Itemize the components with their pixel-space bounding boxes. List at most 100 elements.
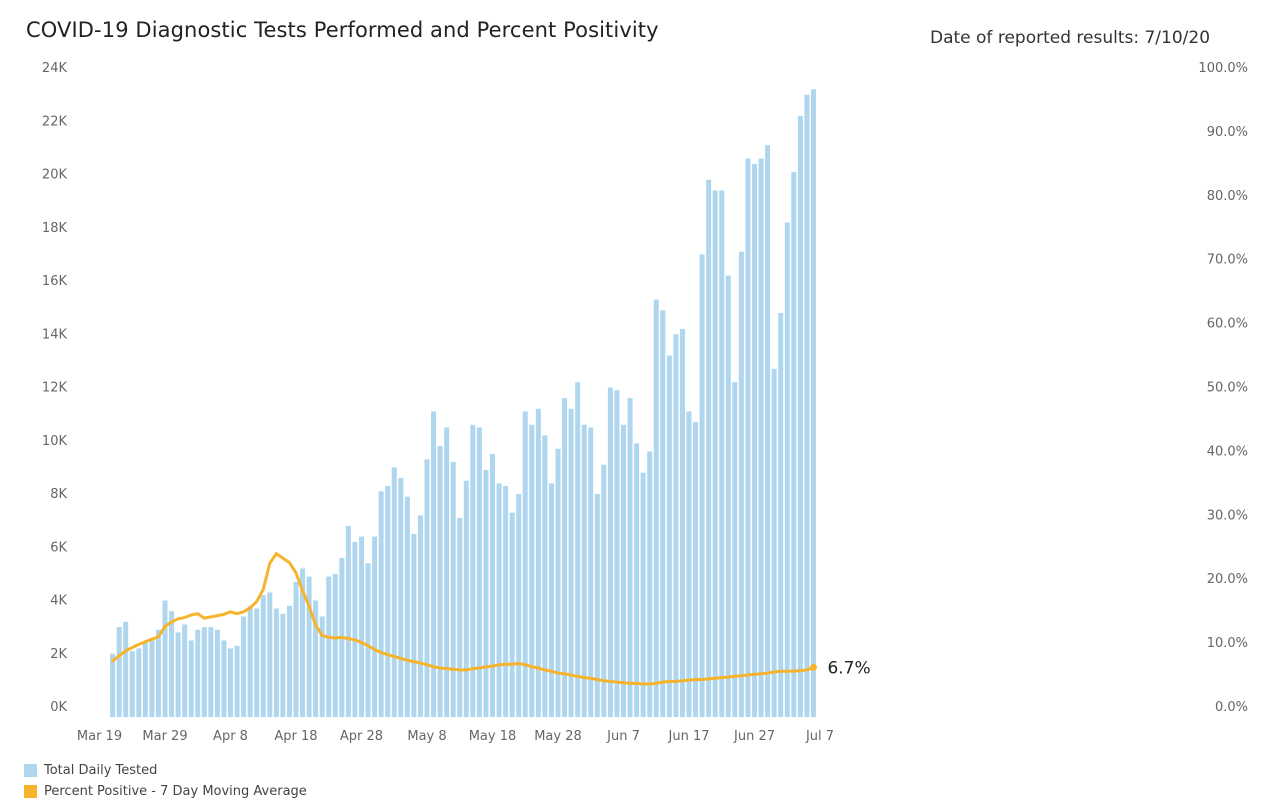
bar <box>476 427 482 717</box>
legend-swatch-line <box>24 785 37 798</box>
bar <box>745 158 751 717</box>
legend-swatch-bars <box>24 764 37 777</box>
y-axis-left: 0K 2K 4K 6K 8K 10K 12K 14K 16K 18K 20K 22K 24K <box>42 61 68 715</box>
bar <box>503 486 509 717</box>
bar <box>614 390 620 717</box>
bar <box>706 179 712 717</box>
bar <box>666 355 672 717</box>
bar <box>195 629 201 717</box>
bar <box>732 382 738 717</box>
y-right-tick-label: 30.0% <box>1207 508 1248 523</box>
bar <box>332 573 338 718</box>
bar <box>594 494 600 717</box>
bar <box>391 467 397 718</box>
x-tick-label: Apr 28 <box>340 729 383 744</box>
bar <box>155 629 161 717</box>
bar <box>588 427 594 717</box>
y-axis-right: 0.0% 10.0% 20.0% 30.0% 40.0% 50.0% 60.0% 70.0% 8… <box>1198 61 1248 715</box>
y-right-tick-label: 70.0% <box>1207 253 1248 268</box>
bar <box>810 89 816 718</box>
bar <box>765 145 771 717</box>
bar <box>725 275 731 717</box>
bar <box>568 408 574 717</box>
bar <box>424 459 430 717</box>
bar <box>673 334 679 717</box>
legend-label-tests: Total Daily Tested <box>44 763 158 778</box>
x-tick-label: Apr 18 <box>274 729 317 744</box>
bar <box>693 422 699 717</box>
bar <box>385 486 391 717</box>
y-right-tick-label: 50.0% <box>1207 381 1248 396</box>
bar <box>542 435 548 717</box>
bar <box>581 424 587 717</box>
bar <box>300 568 306 717</box>
legend: Total Daily Tested Percent Positive - 7 … <box>24 760 307 802</box>
bar <box>182 624 188 717</box>
bar <box>254 608 260 717</box>
bar <box>516 494 522 717</box>
y-right-tick-label: 0.0% <box>1215 700 1248 715</box>
bar <box>496 483 502 717</box>
bar <box>444 427 450 717</box>
bar <box>345 525 351 717</box>
bar <box>640 472 646 717</box>
report-date: Date of reported results: 7/10/20 <box>930 28 1211 48</box>
bar <box>575 382 581 717</box>
y-left-tick-label: 24K <box>42 61 68 76</box>
y-left-tick-label: 6K <box>50 540 67 555</box>
bar <box>804 94 810 718</box>
y-left-tick-label: 14K <box>42 327 68 342</box>
bar <box>260 595 266 717</box>
bar <box>404 496 410 717</box>
bar <box>699 254 705 718</box>
legend-item-tests[interactable]: Total Daily Tested <box>24 760 307 781</box>
bar <box>326 576 332 717</box>
y-right-tick-label: 20.0% <box>1207 572 1248 587</box>
x-tick-label: Jun 17 <box>668 729 710 744</box>
bar <box>116 627 122 718</box>
bar <box>647 451 653 717</box>
bar <box>359 536 364 717</box>
x-tick-label: Mar 29 <box>142 729 187 744</box>
positivity-line <box>111 552 815 686</box>
line-series-percent-positive: 6.7% <box>111 552 871 686</box>
x-tick-label: May 28 <box>534 729 582 744</box>
y-left-tick-label: 8K <box>50 487 67 502</box>
bar <box>293 581 299 717</box>
bar <box>241 616 247 717</box>
bar <box>221 640 227 717</box>
bar <box>372 536 378 717</box>
y-right-tick-label: 80.0% <box>1207 189 1248 204</box>
legend-item-positivity[interactable]: Percent Positive - 7 Day Moving Average <box>24 781 307 802</box>
bar <box>778 312 784 717</box>
bar <box>123 621 129 717</box>
bar <box>267 592 273 717</box>
bar <box>398 478 404 717</box>
bar <box>188 640 194 717</box>
bar <box>555 448 561 717</box>
bar <box>306 576 312 717</box>
positivity-last-point <box>809 663 817 671</box>
y-right-tick-label: 40.0% <box>1207 444 1248 459</box>
bar <box>273 608 279 717</box>
bar <box>201 627 207 718</box>
chart-title: COVID-19 Diagnostic Tests Performed and … <box>26 18 659 42</box>
bar <box>286 605 292 717</box>
y-right-tick-label: 90.0% <box>1207 125 1248 140</box>
bar <box>719 190 725 718</box>
bar <box>142 643 148 717</box>
y-right-tick-label: 10.0% <box>1207 636 1248 651</box>
x-tick-label: May 18 <box>469 729 517 744</box>
bar <box>431 411 437 717</box>
bar <box>607 387 613 717</box>
bar <box>417 515 423 717</box>
x-tick-label: Jun 7 <box>606 729 640 744</box>
bar <box>653 299 659 717</box>
positivity-last-label: 6.7% <box>827 658 870 678</box>
y-left-tick-label: 16K <box>42 274 68 289</box>
bar <box>136 648 142 717</box>
bar <box>634 443 640 717</box>
bar <box>169 611 175 717</box>
x-tick-label: Jun 27 <box>733 729 775 744</box>
bar <box>247 605 253 717</box>
